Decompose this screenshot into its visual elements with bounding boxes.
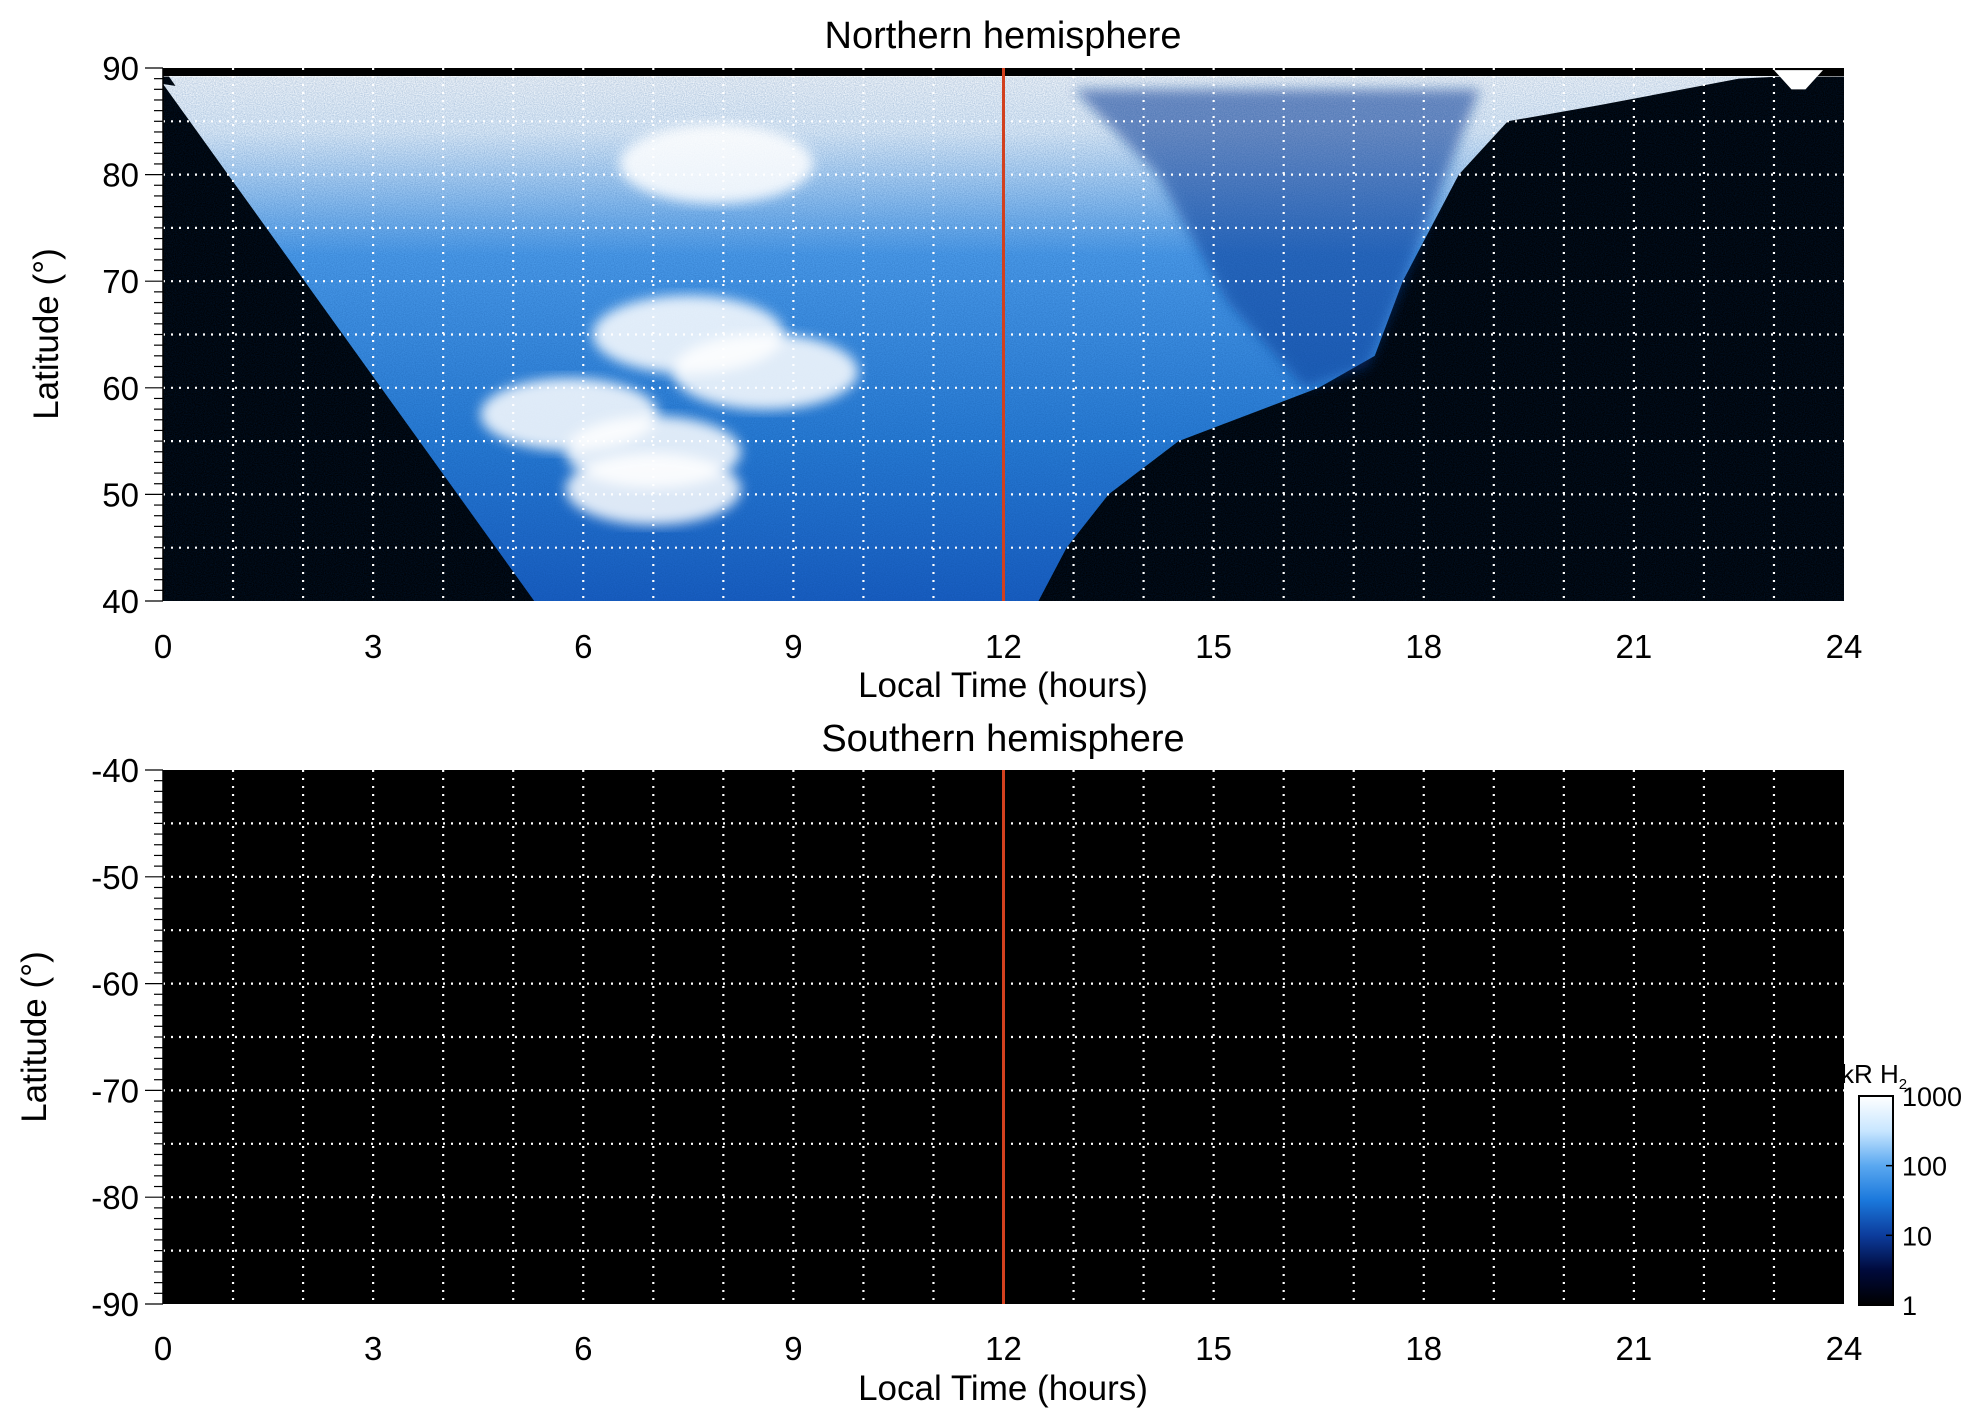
north-y-tick-label: 70 [102,263,139,300]
colorbar-label-text: kR H [1841,1059,1899,1089]
colorbar-label-subscript: 2 [1899,1076,1907,1093]
north-x-tick-label: 24 [1826,628,1863,665]
north-x-axis-label: Local Time (hours) [858,666,1148,705]
south-x-axis-label: Local Time (hours) [858,1369,1148,1408]
south-x-tick-label: 6 [574,1330,592,1367]
south-y-tick-label: -50 [91,859,139,896]
colorbar-gradient [1858,1095,1894,1306]
north-y-tick-label: 40 [102,583,139,620]
south-x-tick-label: 3 [364,1330,382,1367]
north-x-tick-label: 6 [574,628,592,665]
north-x-axis: 0 3 6 9 12 15 18 21 24 [154,628,1863,665]
south-x-tick-label: 21 [1616,1330,1653,1367]
north-x-tick-label: 15 [1195,628,1232,665]
south-y-tick-label: -70 [91,1072,139,1109]
south-y-tick-label: -90 [91,1286,139,1323]
north-y-tick-label: 60 [102,370,139,407]
north-y-axis: 40 50 60 70 80 90 [102,50,164,620]
south-x-tick-label: 18 [1405,1330,1442,1367]
colorbar-tick-label: 10 [1902,1221,1932,1251]
southern-hemisphere-panel: Southern hemisphere -40 -50 -60 -70 -80 -90 0… [15,718,1862,1408]
north-x-tick-label: 21 [1616,628,1653,665]
colorbar-tick-label: 1 [1902,1291,1917,1321]
south-title: Southern hemisphere [821,718,1184,760]
south-x-tick-label: 15 [1195,1330,1232,1367]
bright-auroral-feature [619,124,814,204]
colorbar-ticks: 1 10 100 1000 [1886,1082,1962,1321]
south-y-tick-label: -40 [91,752,139,789]
south-y-axis-label: Latitude (°) [15,951,54,1123]
north-x-tick-label: 9 [784,628,802,665]
south-x-axis: 0 3 6 9 12 15 18 21 24 [154,1330,1863,1367]
northern-hemisphere-panel: Northern hemisphere 40 50 60 70 80 90 0 3 6 9 12 1… [27,15,1862,705]
north-x-tick-label: 18 [1405,628,1442,665]
south-x-tick-label: 12 [985,1330,1022,1367]
north-y-tick-label: 50 [102,476,139,513]
north-title: Northern hemisphere [825,15,1182,57]
colorbar-tick-label: 1000 [1902,1082,1962,1112]
colorbar: kR H2 1 10 100 1000 [1841,1059,1962,1321]
north-y-tick-label: 80 [102,157,139,194]
north-y-tick-label: 90 [102,50,139,87]
colorbar-tick-label: 100 [1902,1152,1947,1182]
south-y-axis: -40 -50 -60 -70 -80 -90 [91,752,164,1323]
south-x-tick-label: 24 [1826,1330,1863,1367]
south-x-tick-label: 9 [784,1330,802,1367]
north-y-axis-label: Latitude (°) [27,248,66,420]
north-x-tick-label: 12 [985,628,1022,665]
bright-auroral-feature [672,333,859,410]
bright-auroral-feature [565,453,741,525]
south-x-tick-label: 0 [154,1330,172,1367]
colorbar-label: kR H2 [1841,1059,1907,1093]
south-y-tick-label: -80 [91,1179,139,1216]
south-y-tick-label: -60 [91,966,139,1003]
north-x-tick-label: 3 [364,628,382,665]
white-triangle-icon [1773,70,1823,90]
north-x-tick-label: 0 [154,628,172,665]
